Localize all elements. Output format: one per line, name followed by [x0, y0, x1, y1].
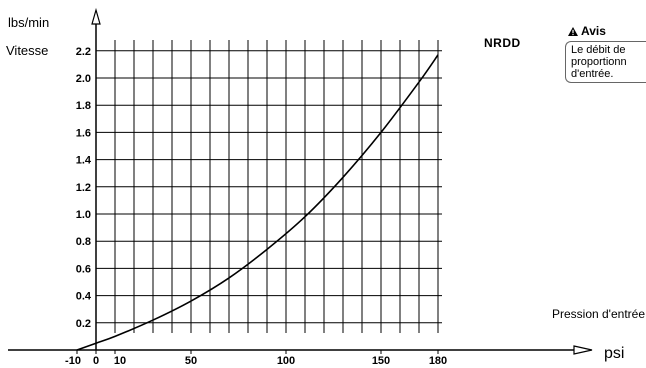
y-axis-arrow	[91, 7, 101, 25]
y-tick-label: 0.6	[76, 263, 91, 275]
y-tick-label: 1.2	[76, 182, 91, 194]
y-tick-label: 2.0	[76, 73, 91, 85]
grid	[96, 40, 442, 333]
x-tick-label: 0	[93, 355, 99, 367]
x-tick-label: 150	[372, 355, 390, 367]
notice-line-2: proportionn	[571, 56, 627, 68]
y-tick-label: 1.0	[76, 209, 91, 221]
series	[76, 54, 439, 351]
y-tick-label: 0.2	[76, 318, 91, 330]
tick-labels: 0.2 0.4 0.6 0.8 1.0 1.2 1.4 1.6 1.8 2.0 2.2 -10 0 10 5…	[65, 46, 447, 367]
notice-line-3: d'entrée.	[571, 68, 614, 80]
x-tick-label: 10	[114, 355, 126, 367]
y-tick-label: 1.4	[76, 155, 92, 167]
x-axis-unit: psi	[604, 345, 624, 362]
y-axis-unit: lbs/min	[8, 15, 49, 30]
y-tick-label: 1.8	[76, 100, 91, 112]
x-tick-label: 180	[429, 355, 447, 367]
x-axis-arrow	[573, 345, 593, 355]
x-tick-label: 50	[185, 355, 197, 367]
series-label-nrdd: NRDD	[484, 36, 521, 50]
notice-box: Le débit de proportionn d'entrée.	[565, 41, 646, 83]
notice-title: Avis	[568, 24, 646, 38]
x-tick-label: -10	[65, 355, 81, 367]
axes	[8, 7, 593, 355]
y-tick-label: 0.8	[76, 236, 91, 248]
y-axis-title: Vitesse	[6, 43, 48, 58]
notice-line-1: Le débit de	[571, 44, 626, 56]
notice-panel: Avis Le débit de proportionn d'entrée.	[565, 24, 646, 83]
y-tick-label: 0.4	[76, 291, 92, 303]
x-tick-label: 100	[277, 355, 295, 367]
y-tick-label: 1.6	[76, 127, 91, 139]
y-tick-label: 2.2	[76, 46, 91, 58]
x-axis-title: Pression d'entrée	[552, 307, 645, 321]
series-line-0	[76, 54, 439, 351]
notice-title-text: Avis	[581, 24, 606, 38]
warning-icon	[568, 26, 578, 36]
